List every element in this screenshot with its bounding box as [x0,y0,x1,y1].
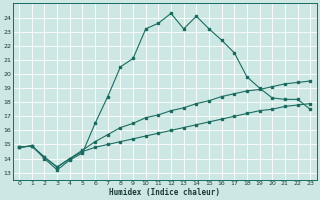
X-axis label: Humidex (Indice chaleur): Humidex (Indice chaleur) [109,188,220,197]
